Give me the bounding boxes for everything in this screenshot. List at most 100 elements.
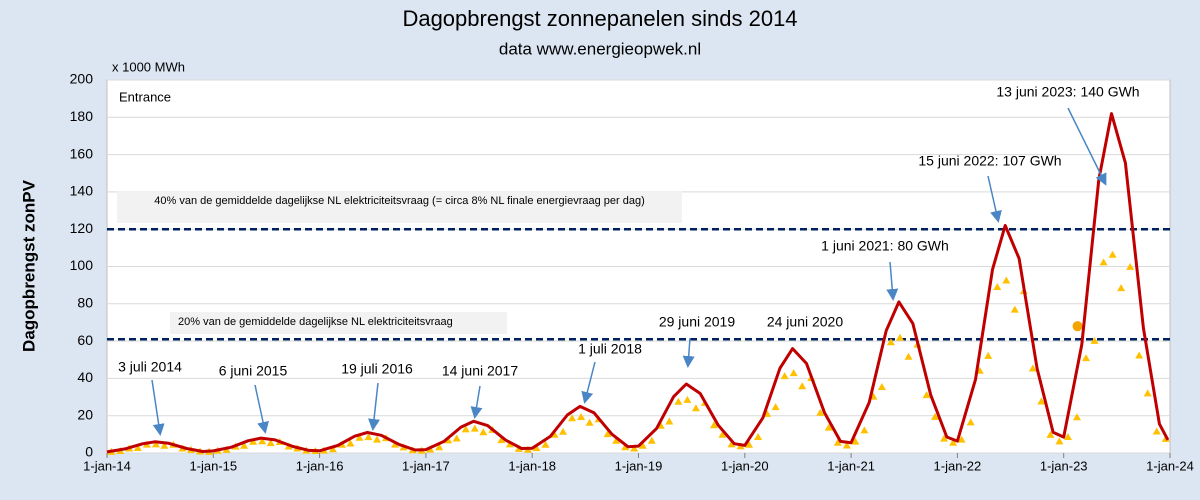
point <box>266 439 275 447</box>
y-tick-label: 20 <box>77 406 93 422</box>
annotation-arrow <box>151 379 165 436</box>
point <box>674 397 683 405</box>
y-tick-label: 40 <box>77 369 93 385</box>
point <box>133 443 142 451</box>
chart-title: Dagopbrengst zonnepanelen sinds 2014 <box>402 6 797 31</box>
inset-label: Entrance <box>119 89 171 104</box>
point <box>798 382 807 390</box>
point <box>824 423 833 431</box>
point <box>364 433 373 441</box>
point <box>727 440 736 448</box>
annotation-arrow <box>987 175 1002 223</box>
annotation-arrow <box>581 361 596 404</box>
point <box>966 418 975 426</box>
point <box>683 395 692 403</box>
annotation-arrow <box>1067 107 1107 186</box>
point <box>718 430 727 438</box>
point <box>1002 276 1011 284</box>
point <box>452 434 461 442</box>
point <box>771 403 780 411</box>
point <box>886 338 895 346</box>
point <box>497 436 506 444</box>
chart-subtitle: data www.energieopwek.nl <box>499 39 701 58</box>
point <box>1055 437 1064 445</box>
point <box>541 440 550 448</box>
point <box>647 436 656 444</box>
point <box>940 434 949 442</box>
point <box>754 432 763 440</box>
point <box>258 437 267 445</box>
x-tick-label: 1-jan-19 <box>615 458 663 473</box>
point <box>745 440 754 448</box>
x-tick-label: 1-jan-18 <box>508 458 556 473</box>
point <box>328 445 337 453</box>
point <box>630 444 639 452</box>
annotation: 24 juni 2020 <box>767 314 844 330</box>
point <box>860 426 869 434</box>
x-tick-label: 1-jan-15 <box>189 458 237 473</box>
point <box>585 418 594 426</box>
point <box>559 427 568 435</box>
point <box>240 441 249 449</box>
point <box>691 404 700 412</box>
point <box>957 435 966 443</box>
annotation-arrow <box>886 261 899 301</box>
point <box>249 437 258 445</box>
point <box>373 435 382 443</box>
point <box>1046 430 1055 438</box>
point <box>479 428 488 436</box>
y-tick-label: 120 <box>70 220 94 236</box>
y-unit: x 1000 MWh <box>112 59 185 74</box>
annotation: 1 juli 2018 <box>578 341 642 357</box>
annotation: 6 juni 2015 <box>219 363 288 379</box>
point <box>904 352 913 360</box>
y-tick-label: 80 <box>77 295 93 311</box>
x-tick-label: 1-jan-23 <box>1040 458 1088 473</box>
point <box>789 369 798 377</box>
point <box>1072 321 1083 332</box>
point <box>532 444 541 452</box>
point <box>709 421 718 429</box>
point <box>355 433 364 441</box>
point <box>1126 262 1135 270</box>
point <box>391 440 400 448</box>
x-tick-label: 1-jan-16 <box>296 458 344 473</box>
point <box>1152 427 1161 435</box>
point <box>1117 284 1126 292</box>
point <box>1028 364 1037 372</box>
point <box>1072 413 1081 421</box>
point <box>1143 389 1152 397</box>
point <box>984 351 993 359</box>
point <box>816 408 825 416</box>
point <box>1090 336 1099 344</box>
annotation: 13 juni 2023: 140 GWh <box>996 84 1139 100</box>
y-tick-label: 60 <box>77 332 93 348</box>
point <box>931 412 940 420</box>
point <box>1082 354 1091 362</box>
point <box>444 436 453 444</box>
y-tick-label: 200 <box>70 71 94 87</box>
annotation: 14 juni 2017 <box>442 363 519 379</box>
point <box>1108 250 1117 258</box>
point <box>895 333 904 341</box>
point <box>842 441 851 449</box>
y-tick-label: 180 <box>70 108 94 124</box>
x-tick-label: 1-jan-21 <box>827 458 875 473</box>
point <box>160 441 169 449</box>
y-tick-label: 0 <box>85 444 93 460</box>
x-tick-label: 1-jan-24 <box>1146 458 1194 473</box>
point <box>833 438 842 446</box>
point <box>851 437 860 445</box>
point <box>568 414 577 422</box>
annotation: 15 juni 2022: 107 GWh <box>918 153 1061 169</box>
reference-label: 40% van de gemiddelde dagelijkse NL elek… <box>117 191 682 223</box>
point <box>470 424 479 432</box>
x-tick-label: 1-jan-20 <box>721 458 769 473</box>
reference-label: 20% van de gemiddelde dagelijkse NL elek… <box>170 312 507 334</box>
point <box>603 430 612 438</box>
point <box>1099 258 1108 266</box>
y-tick-label: 100 <box>70 257 94 273</box>
point <box>877 382 886 390</box>
